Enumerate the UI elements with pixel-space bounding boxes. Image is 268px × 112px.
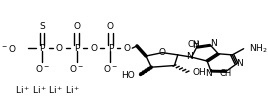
Text: P: P (108, 44, 113, 53)
Text: O: O (73, 22, 80, 31)
Text: O: O (124, 44, 131, 53)
Text: HO: HO (121, 71, 135, 80)
Text: S: S (39, 22, 45, 31)
Text: CH: CH (188, 40, 200, 49)
Text: Li$^+$: Li$^+$ (48, 84, 64, 96)
Text: N: N (210, 39, 217, 48)
Text: N: N (236, 59, 243, 68)
Text: O: O (56, 44, 63, 53)
Text: O: O (107, 22, 114, 31)
Text: O$^-$: O$^-$ (69, 63, 84, 74)
Text: P: P (74, 44, 79, 53)
Text: O: O (159, 48, 166, 57)
Text: N: N (205, 69, 212, 78)
Text: O: O (90, 44, 97, 53)
Text: NH$_2$: NH$_2$ (249, 42, 267, 55)
Text: Li$^+$: Li$^+$ (65, 84, 80, 96)
Text: CH: CH (220, 69, 232, 78)
Text: N: N (192, 41, 199, 50)
Text: $^-$O: $^-$O (0, 43, 17, 54)
Text: OH: OH (193, 68, 206, 77)
Text: O$^-$: O$^-$ (35, 63, 50, 74)
Text: O$^-$: O$^-$ (103, 63, 118, 74)
Text: Li$^+$: Li$^+$ (32, 84, 47, 96)
Text: N: N (186, 52, 192, 61)
Text: P: P (40, 44, 45, 53)
Text: Li$^+$: Li$^+$ (15, 84, 31, 96)
